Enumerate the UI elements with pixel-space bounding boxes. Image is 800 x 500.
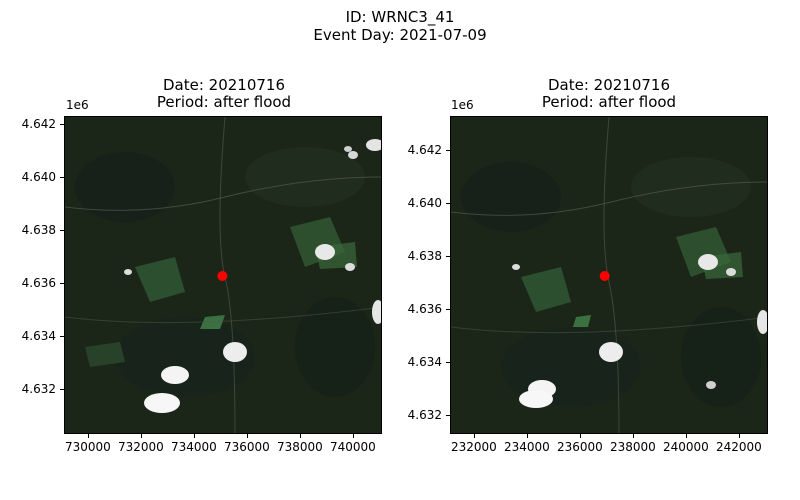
panel-2-title-period: Period: after flood xyxy=(541,93,677,111)
panel-2-y-tick-label: 4.632 xyxy=(407,408,442,423)
panel-1-image-svg xyxy=(65,117,381,433)
panel-1-satellite-image xyxy=(64,116,382,434)
panel-1-y-tick-label: 4.640 xyxy=(21,169,56,184)
panel-1-x-tick-label: 740000 xyxy=(329,440,376,454)
panel-1-y-tick-mark xyxy=(60,388,64,390)
panel-1-x-tick-mark xyxy=(193,434,195,438)
panel-2-y-tick-mark xyxy=(446,256,450,258)
panel-1-y-tick-label: 4.642 xyxy=(21,116,56,131)
panel-2-x-tick-mark xyxy=(685,434,687,438)
panel-2-x-tick-mark xyxy=(738,434,740,438)
panel-2-y-tick-label: 4.640 xyxy=(407,196,442,211)
panel-1-y-tick-label: 4.638 xyxy=(21,222,56,237)
panel-2-x-tick-label: 234000 xyxy=(503,440,550,454)
panel-1-y-tick-label: 4.632 xyxy=(21,381,56,396)
panel-1-x-tick-label: 732000 xyxy=(117,440,164,454)
panel-2-x-tick-mark xyxy=(526,434,528,438)
panel-2-x-tick-label: 232000 xyxy=(450,440,497,454)
panel-2-image-svg xyxy=(451,117,767,433)
panel-2-x-tick-mark xyxy=(579,434,581,438)
panel-2-x-tick-label: 240000 xyxy=(662,440,709,454)
panel-1-x-tick-mark xyxy=(299,434,301,438)
panel-2-y-offset-label: 1e6 xyxy=(451,98,474,112)
panel-2-x-tick-label: 236000 xyxy=(556,440,603,454)
panel-2-x-tick-label: 242000 xyxy=(715,440,762,454)
panel-1-x-tick-mark xyxy=(246,434,248,438)
panel-2-y-tick-mark xyxy=(446,150,450,152)
figure-title-id: ID: WRNC3_41 xyxy=(345,8,455,26)
panel-1-y-tick-mark xyxy=(60,123,64,125)
panel-1-x-tick-label: 730000 xyxy=(64,440,111,454)
panel-2-y-tick-label: 4.636 xyxy=(407,302,442,317)
panel-2-x-tick-mark xyxy=(473,434,475,438)
panel-2-y-tick-label: 4.642 xyxy=(407,143,442,158)
panel-1-x-tick-mark xyxy=(87,434,89,438)
panel-1-y-tick-label: 4.636 xyxy=(21,275,56,290)
panel-2-satellite-image xyxy=(450,116,768,434)
panel-1-x-tick-mark xyxy=(140,434,142,438)
panel-1-y-tick-mark xyxy=(60,229,64,231)
panel-2-y-tick-label: 4.634 xyxy=(407,355,442,370)
panel-2-x-tick-label: 238000 xyxy=(609,440,656,454)
panel-2-y-tick-label: 4.638 xyxy=(407,249,442,264)
figure-title-event-day: Event Day: 2021-07-09 xyxy=(313,26,487,44)
panel-1-x-tick-label: 738000 xyxy=(276,440,323,454)
panel-2-y-tick-mark xyxy=(446,415,450,417)
panel-2-y-tick-mark xyxy=(446,309,450,311)
panel-1-title-period: Period: after flood xyxy=(156,93,292,111)
panel-1-location-marker xyxy=(217,271,228,281)
panel-1-y-offset-label: 1e6 xyxy=(66,98,89,112)
panel-1-x-tick-label: 734000 xyxy=(170,440,217,454)
panel-2-title-date: Date: 20210716 xyxy=(547,76,671,94)
panel-1-x-tick-mark xyxy=(352,434,354,438)
panel-2-y-tick-mark xyxy=(446,203,450,205)
panel-1-title-date: Date: 20210716 xyxy=(162,76,286,94)
panel-2-location-marker xyxy=(599,271,610,281)
panel-1-y-tick-mark xyxy=(60,335,64,337)
panel-1-y-tick-label: 4.634 xyxy=(21,328,56,343)
panel-1-x-tick-label: 736000 xyxy=(223,440,270,454)
panel-2-y-tick-mark xyxy=(446,362,450,364)
panel-1-y-tick-mark xyxy=(60,282,64,284)
panel-2-x-tick-mark xyxy=(632,434,634,438)
panel-1-y-tick-mark xyxy=(60,176,64,178)
